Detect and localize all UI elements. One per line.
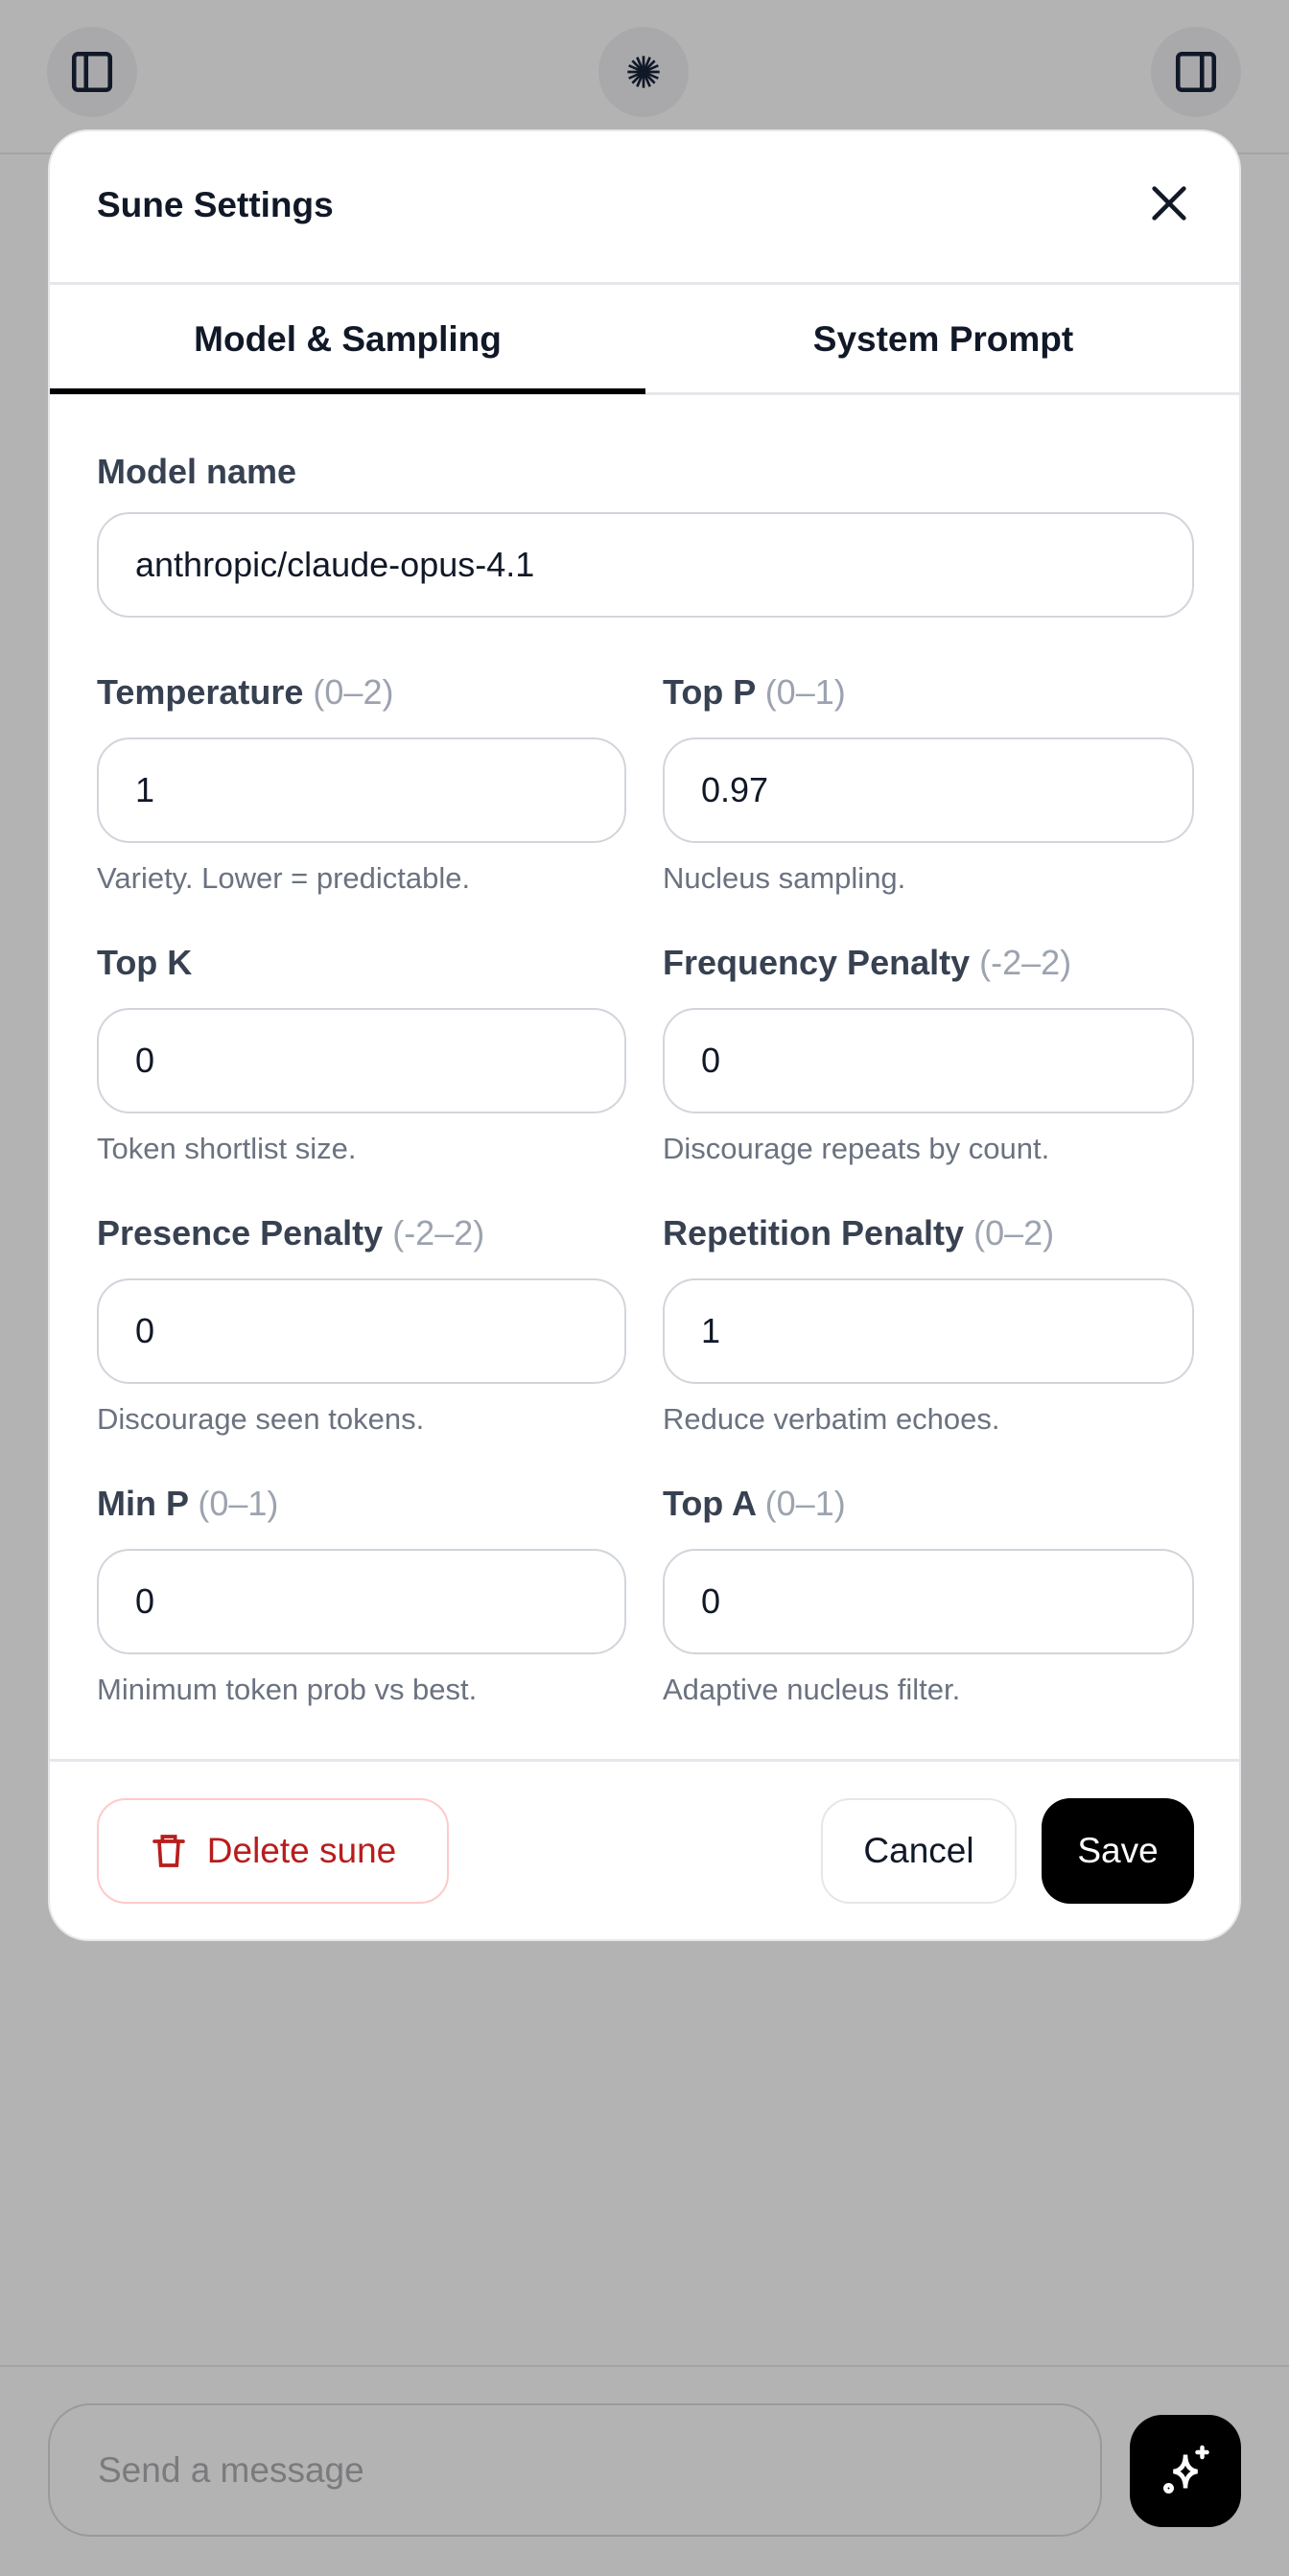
field-range: (0–1) [198, 1484, 279, 1523]
field-hint: Discourage seen tokens. [97, 1402, 425, 1436]
top-a-input[interactable]: 0 [663, 1549, 1194, 1654]
sidebar-right-icon [1175, 51, 1217, 93]
sidebar-left-icon [71, 51, 113, 93]
tab-system-prompt[interactable]: System Prompt [812, 319, 1074, 359]
divider [50, 282, 1239, 285]
starburst-logo-icon [627, 56, 660, 88]
composer-divider [0, 2365, 1289, 2367]
field-range: (0–1) [764, 1484, 846, 1523]
field-label: Repetition Penalty [663, 1213, 965, 1253]
min-p-input[interactable]: 0 [97, 1549, 626, 1654]
field-label: Top A [663, 1484, 756, 1523]
sparkles-icon [1163, 2445, 1209, 2494]
field-range: (0–2) [313, 672, 394, 712]
sune-settings-dialog: Sune Settings Model & Sampling System Pr… [48, 129, 1241, 1941]
field-label: Top K [97, 943, 193, 982]
presence-penalty-input[interactable]: 0 [97, 1278, 626, 1384]
footer-divider [50, 1759, 1239, 1762]
field-hint: Adaptive nucleus filter. [663, 1673, 961, 1706]
model-name-label: Model name [97, 452, 297, 491]
temperature-input[interactable]: 1 [97, 738, 626, 843]
field-range: (-2–2) [979, 943, 1072, 982]
field-range: (0–1) [764, 672, 846, 712]
tab-model-sampling[interactable]: Model & Sampling [194, 319, 502, 359]
top-p-input[interactable]: 0.97 [663, 738, 1194, 843]
trash-icon [152, 1835, 185, 1867]
send-button[interactable] [1130, 2415, 1241, 2527]
field-hint: Nucleus sampling. [663, 861, 906, 895]
field-hint: Discourage repeats by count. [663, 1132, 1050, 1165]
field-label: Temperature [97, 672, 304, 712]
top-k-input[interactable]: 0 [97, 1008, 626, 1113]
field-label: Presence Penalty [97, 1213, 384, 1253]
model-name-input[interactable]: anthropic/claude-opus-4.1 [97, 512, 1194, 618]
field-hint: Minimum token prob vs best. [97, 1673, 478, 1706]
message-input[interactable]: Send a message [48, 2403, 1102, 2537]
toggle-left-sidebar-button[interactable] [47, 27, 137, 117]
field-hint: Variety. Lower = predictable. [97, 861, 471, 895]
field-hint: Reduce verbatim echoes. [663, 1402, 1000, 1436]
delete-label: Delete sune [206, 1831, 397, 1870]
field-hint: Token shortlist size. [97, 1132, 357, 1165]
field-range: (-2–2) [392, 1213, 485, 1253]
active-tab-indicator [50, 388, 645, 394]
delete-sune-button[interactable]: Delete sune [97, 1798, 449, 1904]
close-icon[interactable] [1147, 181, 1191, 225]
frequency-penalty-input[interactable]: 0 [663, 1008, 1194, 1113]
repetition-penalty-input[interactable]: 1 [663, 1278, 1194, 1384]
toggle-right-sidebar-button[interactable] [1151, 27, 1241, 117]
field-label: Top P [663, 672, 756, 712]
field-label: Min P [97, 1484, 189, 1523]
logo-button[interactable] [598, 27, 689, 117]
save-button[interactable]: Save [1042, 1798, 1194, 1904]
dialog-title: Sune Settings [97, 185, 334, 224]
field-range: (0–2) [973, 1213, 1055, 1253]
cancel-button[interactable]: Cancel [821, 1798, 1017, 1904]
field-label: Frequency Penalty [663, 943, 971, 982]
